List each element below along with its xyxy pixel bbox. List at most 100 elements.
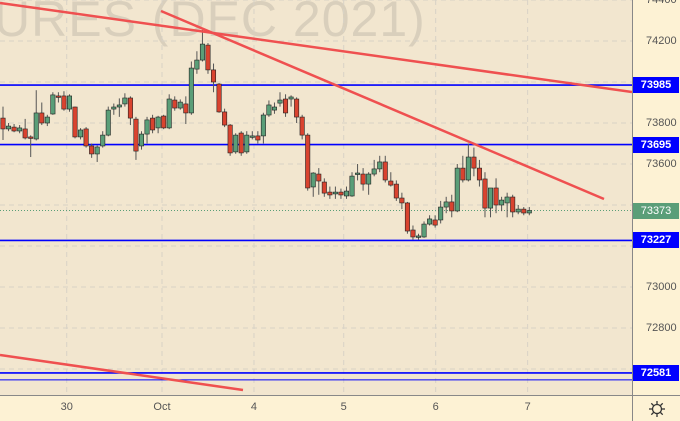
candle-body	[410, 229, 416, 238]
candle-down	[460, 155, 466, 183]
candle-body	[393, 183, 399, 199]
candle-body	[144, 119, 150, 135]
candle-body	[438, 206, 444, 221]
candle-up	[288, 95, 294, 107]
candle-down	[388, 172, 394, 187]
candle-up	[155, 115, 161, 134]
candle-body	[471, 156, 477, 169]
candle-down	[327, 186, 333, 199]
time-tick-label: Oct	[153, 401, 171, 413]
candle-down	[255, 131, 261, 144]
candle-up	[343, 186, 349, 199]
candle-down	[399, 192, 405, 210]
candle-up	[144, 116, 150, 144]
candle-down	[471, 147, 477, 177]
price-axis[interactable]: 74400 74200 73800 73600 73000 72800 73985 73695…	[632, 0, 680, 395]
candle-body	[399, 197, 405, 204]
candle-body	[17, 127, 23, 132]
trendline	[0, 353, 244, 392]
candle-up	[66, 94, 72, 112]
candle-body	[11, 126, 17, 132]
candle-down	[83, 127, 89, 148]
level-price-tag: 73227	[633, 232, 679, 249]
candle-body	[194, 59, 200, 70]
candle-down	[55, 92, 61, 103]
candle-up	[78, 128, 84, 140]
candle-up	[465, 143, 471, 182]
candle-body	[211, 69, 217, 83]
candle-body	[105, 109, 111, 136]
time-tick-label: 5	[340, 401, 347, 413]
candle-down	[211, 63, 217, 93]
candle-body	[122, 97, 128, 105]
candle-body	[338, 191, 344, 196]
candle-up	[249, 131, 255, 140]
candle-down	[28, 135, 34, 158]
candle-body	[260, 114, 266, 137]
candle-down	[305, 133, 311, 191]
level-price-tag: 72581	[633, 364, 679, 381]
level-price-tag: 73695	[633, 136, 679, 153]
candle-body	[343, 190, 349, 197]
candle-up	[488, 187, 494, 218]
candle-up	[421, 221, 427, 238]
candle-body	[177, 101, 183, 109]
candle-down	[432, 215, 438, 228]
candle-body	[321, 181, 327, 194]
candle-up	[260, 112, 266, 144]
candle-body	[199, 43, 205, 61]
candle-body	[216, 83, 222, 113]
candle-body	[78, 129, 84, 138]
symbol-watermark: URES (DEC 2021)	[0, 0, 426, 47]
candle-down	[510, 194, 516, 218]
time-axis[interactable]: 30 Oct 4 5 6 7	[0, 395, 632, 421]
candle-down	[183, 96, 189, 125]
price-tick-label: 73800	[646, 117, 677, 129]
candle-down	[39, 102, 45, 126]
candle-down	[404, 201, 410, 234]
candle-down	[172, 96, 178, 111]
candle-down	[294, 97, 300, 123]
chart-plot-area[interactable]: URES (DEC 2021)	[0, 0, 632, 395]
candle-down	[360, 168, 366, 191]
candle-up	[194, 51, 200, 74]
candle-body	[283, 98, 289, 114]
candle-body	[388, 180, 394, 186]
candle-down	[22, 118, 28, 140]
candle-body	[294, 98, 300, 118]
candlestick-chart	[0, 0, 632, 395]
candle-up	[111, 103, 117, 115]
candle-up	[366, 172, 372, 195]
candle-down	[382, 155, 388, 183]
candle-body	[360, 173, 366, 185]
candle-body	[28, 136, 34, 139]
candle-up	[50, 92, 56, 115]
candle-body	[427, 218, 433, 225]
candle-body	[377, 161, 383, 170]
candle-body	[488, 187, 494, 209]
candle-down	[476, 159, 482, 187]
candle-down	[72, 106, 78, 139]
candle-body	[238, 132, 244, 154]
candle-up	[499, 196, 505, 212]
candle-up	[44, 114, 50, 127]
candle-up	[166, 94, 172, 130]
candle-down	[283, 94, 289, 117]
settings-button[interactable]	[632, 395, 680, 421]
candle-body	[299, 116, 305, 136]
candle-down	[0, 106, 6, 141]
candle-down	[316, 168, 322, 195]
candle-body	[33, 112, 39, 140]
candle-body	[111, 106, 117, 110]
candle-up	[427, 215, 433, 226]
candle-body	[454, 167, 460, 212]
candle-body	[249, 135, 255, 138]
candle-body	[460, 167, 466, 181]
candle-up	[271, 102, 277, 114]
candle-body	[50, 94, 56, 115]
candle-body	[116, 104, 122, 108]
candle-body	[150, 117, 156, 131]
candle-down	[222, 108, 228, 128]
candle-body	[482, 178, 488, 209]
candle-up	[526, 207, 532, 216]
